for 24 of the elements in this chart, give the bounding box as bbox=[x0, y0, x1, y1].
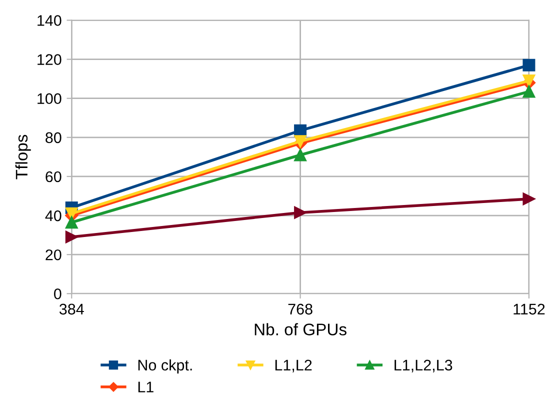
point bbox=[294, 148, 307, 162]
y-tick-label: 40 bbox=[45, 210, 62, 222]
y-tick-label: 20 bbox=[46, 249, 62, 260]
y-tick-label: 80 bbox=[46, 132, 62, 144]
y-tick-label: 60 bbox=[46, 171, 62, 182]
x-tick-label: 384 bbox=[59, 304, 84, 315]
x-tick-label: 1152 bbox=[514, 304, 545, 315]
x-tick-label: 768 bbox=[288, 304, 312, 315]
legend-label: No ckpt. bbox=[138, 359, 192, 374]
y-tick-label: 0 bbox=[54, 288, 62, 300]
point bbox=[294, 206, 307, 219]
x-axis-title: Nb. of GPUs bbox=[254, 323, 346, 336]
y-axis-title: Tflops bbox=[15, 134, 31, 180]
point bbox=[522, 85, 536, 98]
y-tick-label: 100 bbox=[38, 93, 62, 104]
point bbox=[65, 216, 78, 229]
y-tick-label: 120 bbox=[38, 54, 62, 65]
y-tick-label: 140 bbox=[38, 15, 62, 26]
point bbox=[522, 58, 536, 72]
legend-label: L1,L2 bbox=[275, 360, 312, 372]
point bbox=[522, 192, 536, 206]
point bbox=[65, 230, 78, 244]
legend-label: L1 bbox=[138, 382, 154, 392]
legend-label: L1,L2,L3 bbox=[394, 360, 452, 372]
